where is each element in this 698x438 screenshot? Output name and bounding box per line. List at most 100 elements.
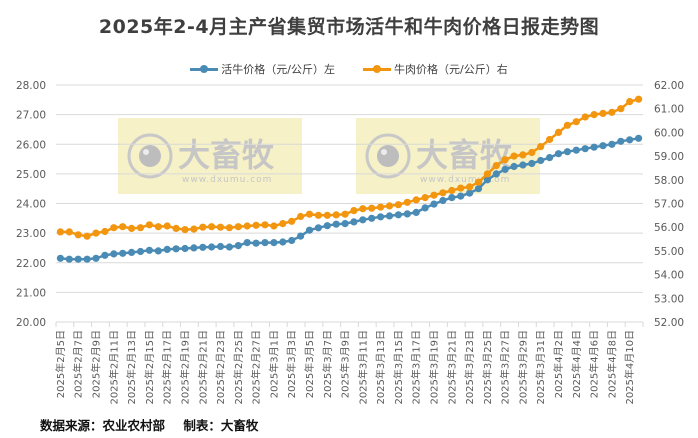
data-point — [332, 211, 340, 219]
data-point — [563, 148, 572, 156]
data-point — [599, 109, 607, 117]
y-tick-label: 22.00 — [16, 258, 46, 270]
watermark-url: www.dxumu.com — [420, 175, 510, 185]
data-point — [119, 249, 127, 257]
watermark-url: www.dxumu.com — [182, 175, 272, 185]
eye-logo-icon — [127, 133, 173, 179]
y-tick-label: 28.00 — [16, 80, 46, 92]
data-point — [554, 128, 563, 136]
data-point — [225, 243, 233, 251]
data-point — [626, 98, 634, 106]
x-tick-label: 2025年4月8日 — [605, 330, 618, 398]
data-point — [394, 211, 402, 219]
x-tick-label: 2025年3月29日 — [516, 330, 529, 405]
data-point — [466, 183, 474, 191]
y-tick-label: 24.00 — [16, 199, 46, 211]
data-point — [626, 136, 634, 144]
data-point — [519, 151, 527, 159]
data-point — [377, 213, 385, 221]
data-point — [483, 170, 491, 178]
legend-label: 牛肉价格（元/公斤）右 — [394, 63, 508, 76]
data-point — [261, 239, 269, 247]
data-point — [412, 208, 420, 216]
data-point — [208, 223, 216, 231]
data-point — [599, 142, 607, 150]
data-point — [297, 232, 305, 240]
data-point — [190, 244, 198, 252]
data-point — [341, 210, 349, 218]
data-point — [537, 143, 545, 151]
y-tick-label: 26.00 — [16, 139, 46, 151]
data-point — [501, 156, 509, 164]
data-point — [528, 159, 536, 168]
data-point — [288, 236, 296, 245]
x-tick-label: 2025年2月11日 — [107, 330, 120, 405]
x-tick-label: 2025年4月4日 — [570, 330, 583, 398]
x-tick-label: 2025年3月17日 — [410, 330, 423, 405]
data-point — [350, 218, 358, 226]
data-point — [163, 222, 171, 230]
data-point — [474, 185, 483, 193]
watermark-brand: 大畜牧 — [178, 136, 275, 174]
data-source: 数据来源：农业农村部 — [40, 418, 166, 433]
data-point — [199, 243, 207, 251]
x-tick-label: 2025年3月27日 — [499, 330, 512, 405]
data-point — [332, 220, 340, 228]
data-point — [430, 191, 438, 199]
x-tick-label: 2025年3月23日 — [463, 330, 476, 405]
data-point — [181, 226, 189, 234]
data-point — [608, 108, 616, 116]
data-point — [572, 118, 580, 126]
data-point — [546, 154, 554, 162]
data-point — [190, 225, 198, 233]
y-tick-label: 60.00 — [654, 127, 684, 139]
data-point — [208, 243, 216, 251]
data-point — [617, 105, 625, 113]
data-point — [314, 224, 322, 232]
legend-item-beef[interactable]: 牛肉价格（元/公斤）右 — [363, 61, 508, 77]
data-point — [617, 137, 625, 145]
data-point — [359, 205, 367, 213]
x-tick-label: 2025年2月15日 — [143, 330, 156, 405]
y-tick-label: 56.00 — [654, 222, 684, 234]
x-tick-label: 2025年4月2日 — [552, 330, 565, 398]
data-point — [368, 214, 376, 222]
x-tick-label: 2025年3月7日 — [321, 330, 334, 398]
x-tick-label: 2025年2月19日 — [178, 330, 191, 405]
data-point — [590, 111, 598, 119]
y-tick-label: 55.00 — [654, 246, 684, 258]
data-point — [359, 216, 367, 224]
data-point — [403, 210, 411, 218]
data-point — [581, 113, 589, 121]
data-point — [172, 224, 180, 232]
x-tick-label: 2025年3月31日 — [534, 330, 547, 405]
x-tick-label: 2025年2月27日 — [250, 330, 263, 405]
x-tick-label: 2025年2月5日 — [54, 330, 67, 398]
data-point — [297, 212, 305, 221]
x-tick-label: 2025年3月21日 — [445, 330, 458, 405]
data-point — [394, 201, 402, 209]
data-point — [216, 223, 225, 231]
data-point — [563, 121, 572, 129]
data-point — [270, 222, 278, 230]
data-point — [323, 222, 331, 230]
data-point — [457, 192, 465, 200]
x-tick-label: 2025年4月6日 — [588, 330, 601, 398]
data-point — [145, 246, 153, 254]
y-tick-label: 54.00 — [654, 270, 684, 282]
x-tick-label: 2025年3月9日 — [339, 330, 352, 398]
y-axis-left: 20.00 21.00 22.00 23.00 24.00 25.00 26.00 27.00… — [16, 80, 46, 329]
data-point — [128, 224, 136, 232]
data-point — [439, 196, 447, 205]
legend-item-live-cattle[interactable]: 活牛价格（元/公斤）左 — [190, 61, 335, 77]
data-point — [252, 239, 260, 247]
data-point — [65, 255, 73, 263]
data-point — [128, 248, 136, 256]
gridlines — [56, 84, 643, 323]
data-point — [377, 203, 385, 211]
x-tick-label: 2025年2月17日 — [161, 330, 174, 405]
x-tick-label: 2025年2月23日 — [214, 330, 227, 405]
data-point — [154, 223, 162, 231]
